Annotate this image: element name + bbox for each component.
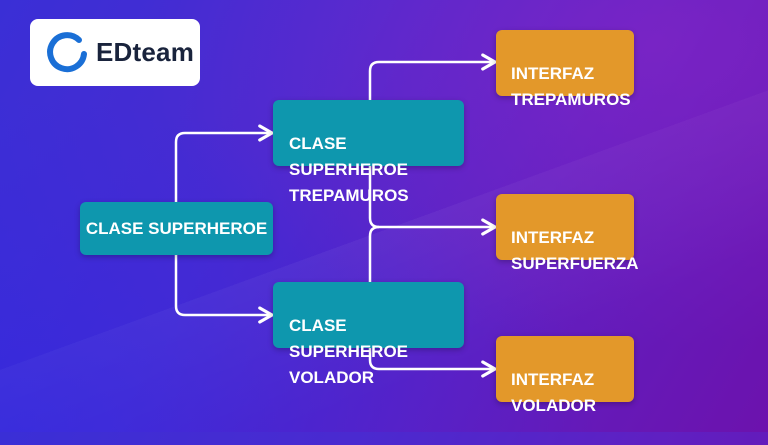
node-clase-trepamuros-label: CLASE SUPERHEROE TREPAMUROS: [289, 134, 409, 205]
link-volador-to-i-volador: [368, 348, 497, 378]
node-interfaz-volador-label: INTERFAZ VOLADOR: [511, 370, 596, 415]
node-clase-superheroe-label: CLASE SUPERHEROE: [85, 218, 268, 238]
node-clase-superheroe: CLASE SUPERHEROE: [80, 202, 273, 255]
logo-text: EDteam: [96, 37, 195, 67]
link-superheroe-to-volador: [174, 255, 274, 324]
node-clase-trepamuros: CLASE SUPERHEROE TREPAMUROS: [273, 100, 464, 205]
node-interfaz-trepamuros-label: INTERFAZ TREPAMUROS: [511, 64, 631, 109]
node-clase-volador-label: CLASE SUPERHEROE VOLADOR: [289, 316, 409, 387]
node-interfaz-volador: INTERFAZ VOLADOR: [496, 336, 634, 415]
logo-card: EDteam: [30, 19, 200, 86]
link-superheroe-to-trepamuros: [174, 124, 274, 202]
connector-lines: [174, 53, 497, 378]
node-interfaz-superfuerza: INTERFAZ SUPERFUERZA: [496, 194, 639, 273]
edteam-logo-icon: [47, 32, 87, 73]
link-trepamuros-to-i-trepamuros: [368, 53, 497, 100]
node-interfaz-trepamuros: INTERFAZ TREPAMUROS: [496, 30, 634, 109]
node-clase-volador: CLASE SUPERHEROE VOLADOR: [273, 282, 464, 387]
node-interfaz-superfuerza-label: INTERFAZ SUPERFUERZA: [511, 228, 639, 273]
link-volador-to-i-superfuerza: [368, 225, 380, 282]
